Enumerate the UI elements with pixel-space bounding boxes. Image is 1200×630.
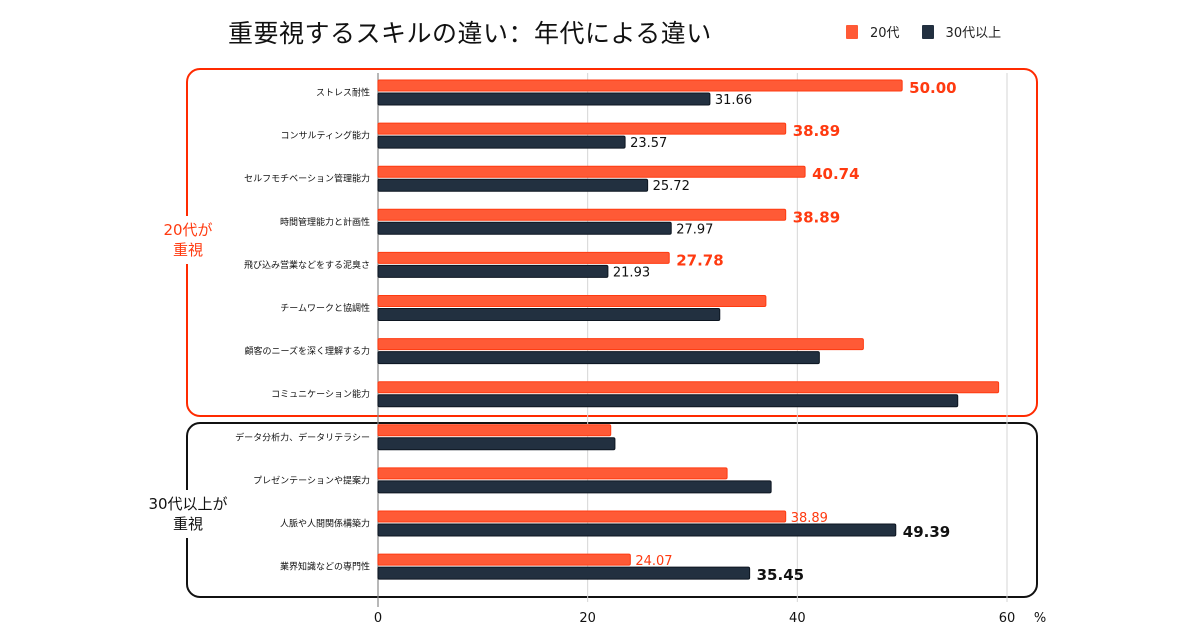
bar-20s (377, 424, 612, 437)
bar-30s-plus (377, 437, 616, 451)
bar-20s (377, 467, 728, 480)
data-label: 38.89 (793, 122, 840, 140)
category-label: セルフモチベーション管理能力 (244, 173, 370, 185)
data-label: 24.07 (635, 554, 672, 569)
bar-20s (377, 381, 1000, 394)
bar-30s-plus (377, 264, 609, 278)
bar-30s-plus (377, 480, 772, 494)
data-label: 31.66 (715, 93, 752, 108)
data-label: 25.72 (653, 179, 690, 194)
data-label: 49.39 (903, 523, 950, 541)
bar-30s-plus (377, 308, 721, 321)
bar-20s (377, 208, 787, 221)
x-unit-label: % (1034, 611, 1046, 626)
bar-20s (377, 165, 806, 178)
category-label: コミュニケーション能力 (271, 388, 370, 400)
bar-30s-plus (377, 92, 711, 106)
legend-label-20s: 20代 (870, 26, 900, 41)
group-label-30s-plus-priority: 30代以上が 重視 (138, 490, 238, 538)
category-label: 時間管理能力と計画性 (280, 216, 370, 228)
bar-30s-plus (377, 178, 649, 192)
legend-swatch-30s-plus (921, 24, 934, 39)
bar-30s-plus (377, 351, 820, 365)
category-label: ストレス耐性 (316, 87, 370, 99)
category-label: コンサルティング能力 (281, 130, 370, 142)
legend-item-30s-plus: 30代以上 (921, 22, 1002, 41)
bar-30s-plus (377, 135, 626, 149)
legend-item-20s: 20代 (846, 22, 900, 41)
legend: 20代 30代以上 (846, 22, 1023, 41)
bar-20s (377, 553, 631, 566)
data-label: 38.89 (793, 208, 840, 226)
legend-swatch-20s (846, 24, 858, 39)
category-label: 顧客のニーズを深く理解する力 (244, 345, 370, 357)
data-label: 27.78 (676, 251, 723, 269)
x-tick-label: 40 (789, 611, 806, 626)
data-label: 21.93 (613, 265, 650, 280)
bar-20s (377, 510, 787, 523)
bar-20s (377, 79, 903, 92)
bar-20s (377, 122, 787, 135)
data-label: 38.89 (791, 511, 828, 526)
data-label: 40.74 (812, 165, 859, 183)
chart-title: 重要視するスキルの違い：年代による違い (228, 19, 712, 48)
bar-20s (377, 251, 670, 264)
category-label: チームワークと協調性 (280, 302, 370, 314)
bar-20s (377, 295, 767, 307)
bar-20s (377, 338, 864, 351)
bar-30s-plus (377, 566, 751, 580)
bar-30s-plus (377, 523, 897, 537)
x-tick-label: 60 (999, 611, 1016, 626)
data-label: 35.45 (757, 566, 804, 584)
group-label-20s-priority: 20代が 重視 (150, 216, 226, 264)
bar-30s-plus (377, 221, 672, 235)
category-label: 飛び込み営業などをする泥臭さ (244, 259, 370, 271)
category-label: 人脈や人間関係構築力 (280, 518, 370, 530)
legend-label-30s-plus: 30代以上 (945, 26, 1002, 41)
bar-30s-plus (377, 394, 959, 408)
category-label: プレゼンテーションや提案力 (253, 474, 370, 486)
x-tick-label: 20 (579, 611, 596, 626)
x-tick-label: 0 (374, 611, 382, 626)
data-label: 27.97 (676, 222, 713, 237)
category-label: データ分析力、データリテラシー (235, 431, 370, 443)
data-label: 50.00 (909, 79, 956, 97)
category-label: 業界知識などの専門性 (280, 561, 370, 573)
data-label: 23.57 (630, 136, 667, 151)
